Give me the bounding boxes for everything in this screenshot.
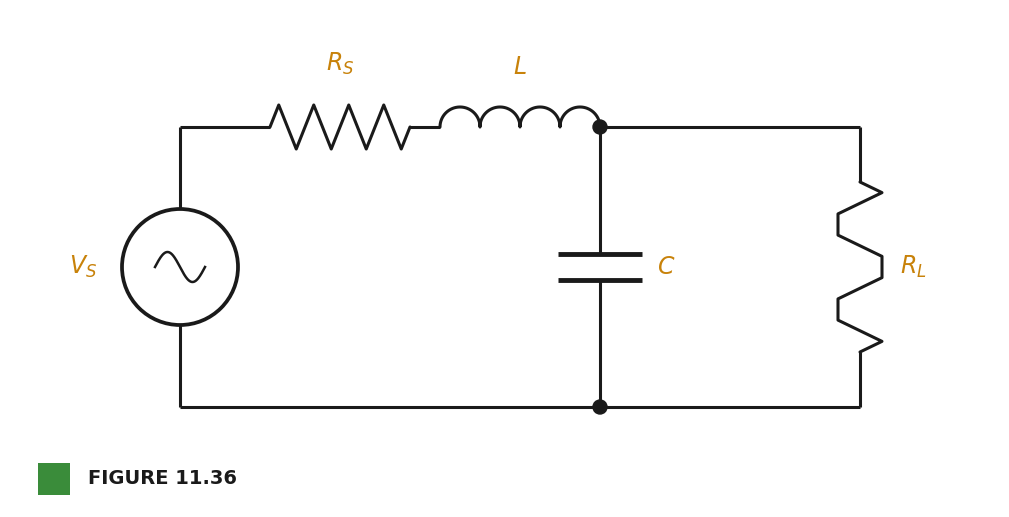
Text: $V_S$: $V_S$ [69,254,97,280]
Text: FIGURE 11.36: FIGURE 11.36 [88,469,237,489]
Text: $C$: $C$ [657,255,675,279]
Text: $R_S$: $R_S$ [326,51,354,77]
Circle shape [593,120,607,134]
FancyBboxPatch shape [38,463,70,495]
Text: $L$: $L$ [514,56,527,79]
Circle shape [593,400,607,414]
Text: $R_L$: $R_L$ [900,254,926,280]
